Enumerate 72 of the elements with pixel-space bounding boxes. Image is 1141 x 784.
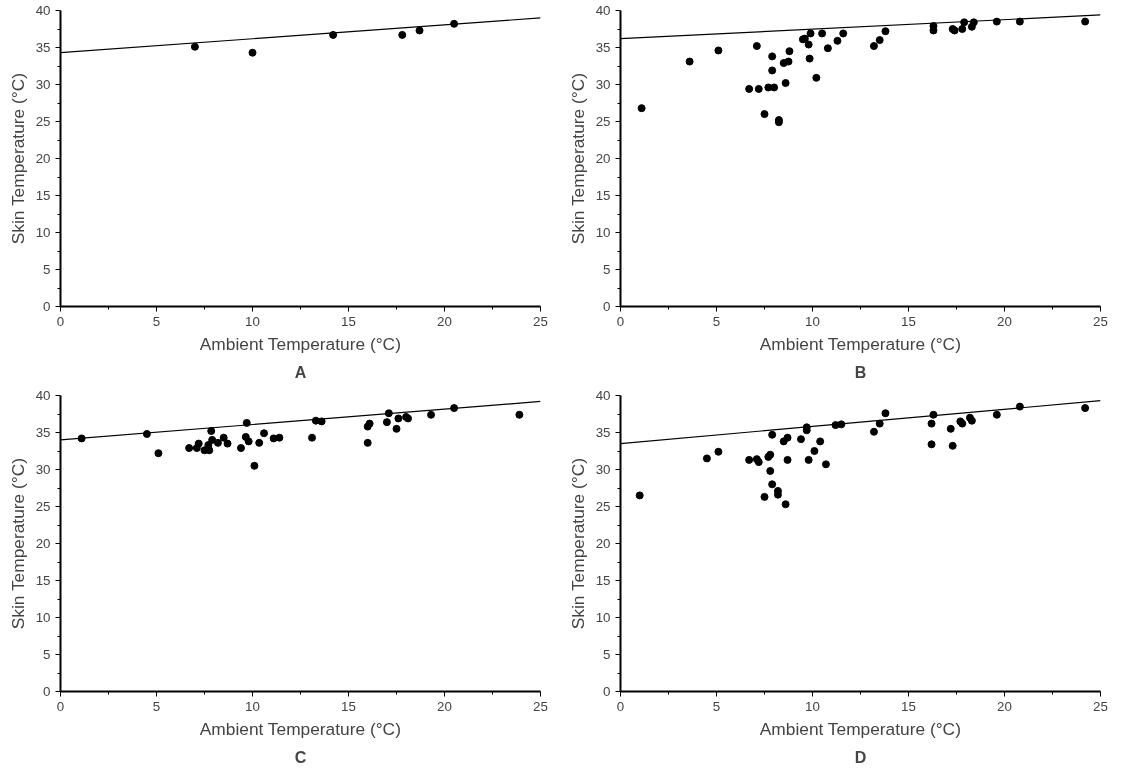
x-tick-label: 20 (437, 698, 452, 714)
x-tick-label: 5 (712, 313, 721, 329)
x-tick-label: 15 (901, 698, 916, 714)
text: B (854, 363, 867, 381)
y-tick-label: 30 (595, 462, 611, 477)
y-tick-label: 15 (35, 188, 51, 203)
y-tick-label: 30 (35, 77, 51, 92)
y-tick-label: 0 (603, 684, 611, 699)
x-tick-label: 20 (437, 313, 452, 329)
x-tick-label: 0 (56, 313, 65, 329)
y-tick-label: 5 (603, 647, 611, 662)
x-tick-label: 0 (616, 313, 625, 329)
y-tick-label: 15 (595, 188, 611, 203)
x-tick-label: 25 (533, 313, 548, 329)
y-tick-label: 0 (43, 684, 51, 699)
y-tick-label: 20 (595, 151, 611, 166)
x-tick-label: 5 (712, 698, 721, 714)
y-tick-label: 20 (35, 536, 51, 551)
x-tick-label: 25 (1093, 698, 1108, 714)
y-tick-label: 30 (595, 77, 611, 92)
y-tick-label: 35 (595, 425, 611, 440)
y-tick-label: 40 (595, 388, 611, 403)
y-tick-label: 5 (603, 262, 611, 277)
y-tick-label: 25 (35, 114, 51, 129)
x-tick-label: 5 (152, 698, 161, 714)
y-tick-label: 30 (35, 462, 51, 477)
y-tick-label: 10 (35, 225, 51, 240)
x-axis-title: Ambient Temperature (°C) (199, 718, 401, 739)
y-tick-label: 0 (43, 299, 51, 314)
x-tick-label: 10 (805, 698, 820, 714)
text: C (294, 748, 307, 766)
x-tick-label: 15 (901, 313, 916, 329)
x-tick-label: 10 (245, 313, 260, 329)
x-tick-label: 20 (997, 698, 1012, 714)
y-tick-label: 0 (603, 299, 611, 314)
y-tick-label: 15 (595, 573, 611, 588)
y-tick-label: 35 (595, 40, 611, 55)
x-tick-label: 10 (245, 698, 260, 714)
x-axis-title: Ambient Temperature (°C) (759, 718, 961, 739)
y-tick-label: 5 (43, 647, 51, 662)
x-axis-title: Ambient Temperature (°C) (759, 333, 961, 354)
x-tick-label: 25 (1093, 313, 1108, 329)
x-tick-label: 5 (152, 313, 161, 329)
y-tick-label: 15 (35, 573, 51, 588)
text: D (854, 748, 867, 766)
x-tick-label: 0 (616, 698, 625, 714)
y-axis-title: Skin Temperature (°C) (7, 458, 28, 630)
text: A (294, 363, 307, 381)
x-axis-title: Ambient Temperature (°C) (199, 333, 401, 354)
y-tick-label: 20 (595, 536, 611, 551)
x-tick-label: 15 (341, 698, 356, 714)
y-tick-label: 25 (595, 114, 611, 129)
y-tick-label: 40 (595, 3, 611, 18)
y-tick-label: 10 (35, 610, 51, 625)
y-axis-title: Skin Temperature (°C) (7, 73, 28, 245)
x-tick-label: 10 (805, 313, 820, 329)
y-tick-label: 10 (595, 225, 611, 240)
y-tick-label: 25 (595, 499, 611, 514)
y-axis-title: Skin Temperature (°C) (567, 458, 588, 630)
y-tick-label: 10 (595, 610, 611, 625)
y-tick-label: 5 (43, 262, 51, 277)
y-tick-label: 40 (35, 3, 51, 18)
x-tick-label: 0 (56, 698, 65, 714)
y-tick-label: 35 (35, 40, 51, 55)
y-tick-label: 35 (35, 425, 51, 440)
y-tick-label: 25 (35, 499, 51, 514)
x-tick-label: 25 (533, 698, 548, 714)
x-tick-label: 15 (341, 313, 356, 329)
y-axis-title: Skin Temperature (°C) (567, 73, 588, 245)
x-tick-label: 20 (997, 313, 1012, 329)
y-tick-label: 40 (35, 388, 51, 403)
y-tick-label: 20 (35, 151, 51, 166)
